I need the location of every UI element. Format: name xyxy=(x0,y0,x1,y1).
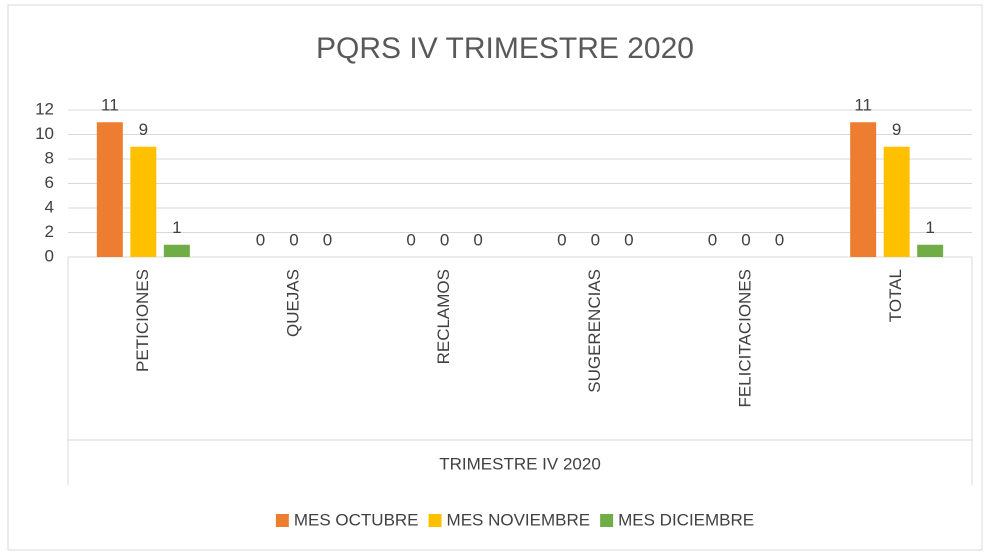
bar xyxy=(850,122,877,257)
x-axis-label: TRIMESTRE IV 2020 xyxy=(439,454,601,473)
data-label: 0 xyxy=(323,230,332,249)
data-label: 0 xyxy=(440,230,449,249)
data-label: 0 xyxy=(473,230,482,249)
legend-swatch xyxy=(600,514,614,527)
data-label: 1 xyxy=(925,218,934,237)
y-tick-label: 12 xyxy=(35,99,54,118)
data-label: 9 xyxy=(892,120,901,139)
x-tick-label: SUGERENCIAS xyxy=(585,269,604,393)
x-tick-label: TOTAL xyxy=(886,269,905,322)
data-label: 0 xyxy=(775,230,784,249)
y-tick-label: 8 xyxy=(45,148,54,167)
y-tick-label: 10 xyxy=(35,124,54,143)
bar xyxy=(130,146,157,257)
x-tick-label: FELICITACIONES xyxy=(735,269,754,408)
x-tick-label: QUEJAS xyxy=(283,269,302,337)
chart-border xyxy=(7,4,983,551)
data-label: 0 xyxy=(624,230,633,249)
legend-swatch xyxy=(275,514,289,527)
y-tick-label: 6 xyxy=(45,173,54,192)
data-label: 0 xyxy=(741,230,750,249)
y-tick-label: 0 xyxy=(45,246,54,265)
y-tick-label: 4 xyxy=(45,197,54,216)
data-label: 0 xyxy=(256,230,265,249)
data-label: 0 xyxy=(591,230,600,249)
data-label: 11 xyxy=(101,96,119,115)
legend-label: MES NOVIEMBRE xyxy=(447,510,591,529)
data-label: 0 xyxy=(406,230,415,249)
bar xyxy=(163,244,190,257)
bar xyxy=(917,244,944,257)
bar xyxy=(883,146,910,257)
x-tick-label: PETICIONES xyxy=(133,269,152,372)
data-label: 9 xyxy=(139,120,148,139)
legend-swatch xyxy=(428,514,442,527)
x-tick-label: RECLAMOS xyxy=(434,269,453,364)
data-label: 0 xyxy=(289,230,298,249)
y-tick-label: 2 xyxy=(45,222,54,241)
legend-label: MES DICIEMBRE xyxy=(618,510,754,529)
chart-title: PQRS IV TRIMESTRE 2020 xyxy=(316,32,694,65)
legend-label: MES OCTUBRE xyxy=(294,510,419,529)
data-label: 0 xyxy=(557,230,566,249)
data-label: 1 xyxy=(172,218,181,237)
data-label: 11 xyxy=(854,96,872,115)
bar xyxy=(96,122,123,257)
data-label: 0 xyxy=(708,230,717,249)
